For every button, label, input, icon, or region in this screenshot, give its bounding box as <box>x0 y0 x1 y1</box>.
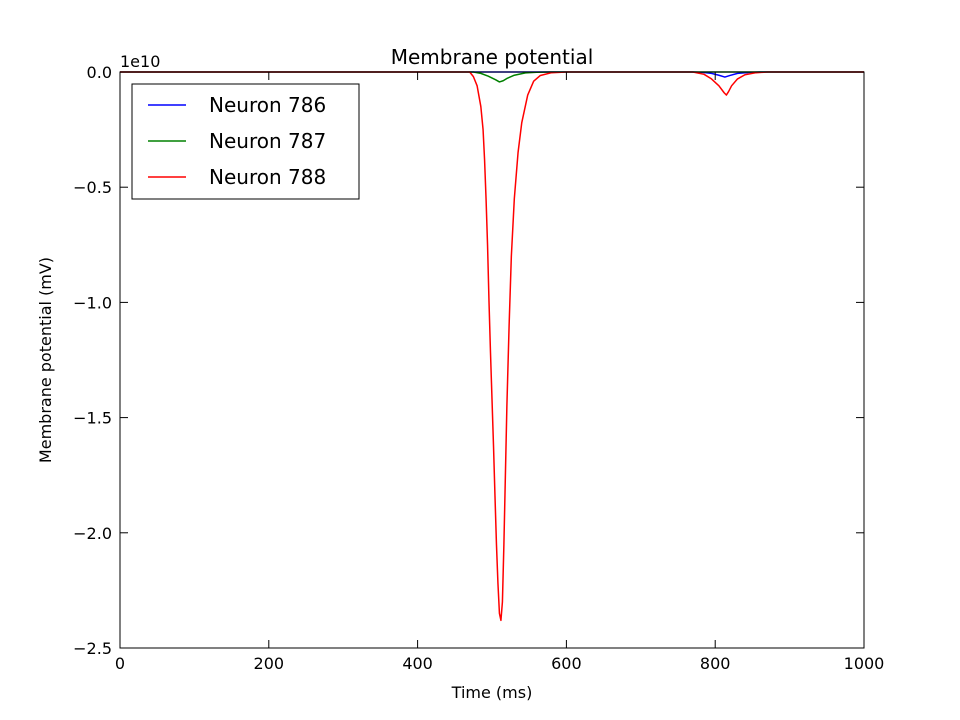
y-tick-label: −0.5 <box>73 178 112 197</box>
chart-title: Membrane potential <box>391 45 594 69</box>
axes-frame <box>119 71 865 649</box>
x-tick-label: 0 <box>115 654 125 673</box>
x-tick-label: 1000 <box>844 654 885 673</box>
y-tick-label: −2.5 <box>73 639 112 658</box>
y-tick-label: −1.0 <box>73 293 112 312</box>
plot-area: 0 200 400 600 800 1000 0.0 −0.5 −1.0 −1.5 −2.0 −2.5 <box>73 63 884 673</box>
y-tick-label: −1.5 <box>73 409 112 428</box>
series-line-3 <box>120 71 864 622</box>
x-tick-label: 200 <box>254 654 285 673</box>
y-offset-label: 1e10 <box>120 52 160 71</box>
x-tick-label: 600 <box>551 654 582 673</box>
legend: Neuron 786 Neuron 787 Neuron 788 <box>131 83 360 200</box>
y-tick-label: 0.0 <box>87 63 112 82</box>
x-tick-label: 800 <box>700 654 731 673</box>
y-tick-label: −2.0 <box>73 524 112 543</box>
x-tick-label: 400 <box>402 654 433 673</box>
legend-label-2: Neuron 787 <box>209 129 326 153</box>
legend-label-1: Neuron 786 <box>209 93 326 117</box>
x-axis-label: Time (ms) <box>451 683 533 702</box>
legend-label-3: Neuron 788 <box>209 165 326 189</box>
y-axis-label: Membrane potential (mV) <box>36 257 55 463</box>
